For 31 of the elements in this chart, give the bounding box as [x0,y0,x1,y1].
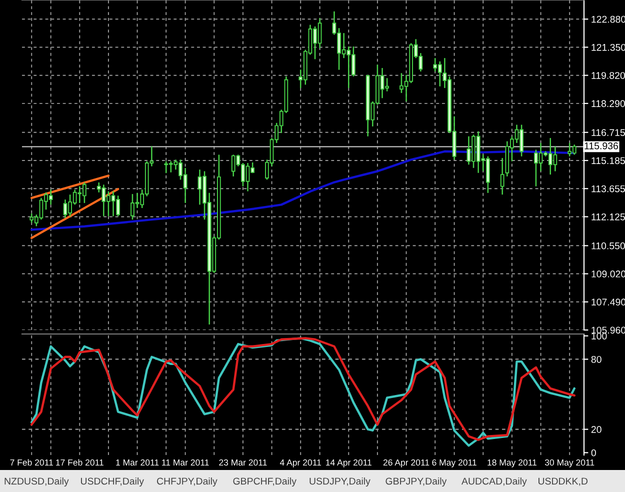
y-tick-label: 113.655 [592,185,625,192]
y-tick-label: 118.290 [592,100,625,108]
text: USDDKK,D [538,478,588,486]
text: GBPJPY,Daily [386,477,447,487]
text: USDJPY,Daily [310,477,370,487]
y-tick-label: 119.820 [592,72,625,79]
y-tick-label: 116.715 [592,129,625,136]
x-tick-label: 11 Mar 2011 [162,459,209,466]
y-tick-label: 110.550 [592,242,625,250]
x-tick-label: 23 Mar 2011 [219,459,267,466]
y-tick-label: 20 [591,426,602,433]
y-tick-label: 112.125 [592,213,625,220]
x-tick-label: 14 Apr 2011 [326,459,372,468]
text: CHFJPY,Daily [156,477,218,487]
ref-line-label: 115.936 [584,142,618,150]
x-tick-label: 26 Apr 2011 [383,459,430,468]
text: GBPCHF,Daily [233,477,296,487]
y-tick-label: 80 [591,356,602,363]
x-tick-label: 1 Mar 2011 [116,459,159,466]
y-tick-label: 0 [591,449,596,456]
text: USDCHF,Daily [81,477,144,487]
text: AUDCAD,Daily [462,477,527,487]
x-tick-label: 7 Feb 2011 [10,459,53,466]
x-tick-label: 17 Feb 2011 [56,459,104,466]
text: NZDUSD,Daily [4,477,69,487]
x-tick-label: 6 May 2011 [432,459,476,468]
x-tick-label: 4 Apr 2011 [280,459,322,468]
x-tick-label: 18 May 2011 [488,459,536,468]
candlestick [500,157,504,196]
y-tick-label: 115.185 [592,157,625,164]
x-tick-label: 30 May 2011 [544,459,594,468]
